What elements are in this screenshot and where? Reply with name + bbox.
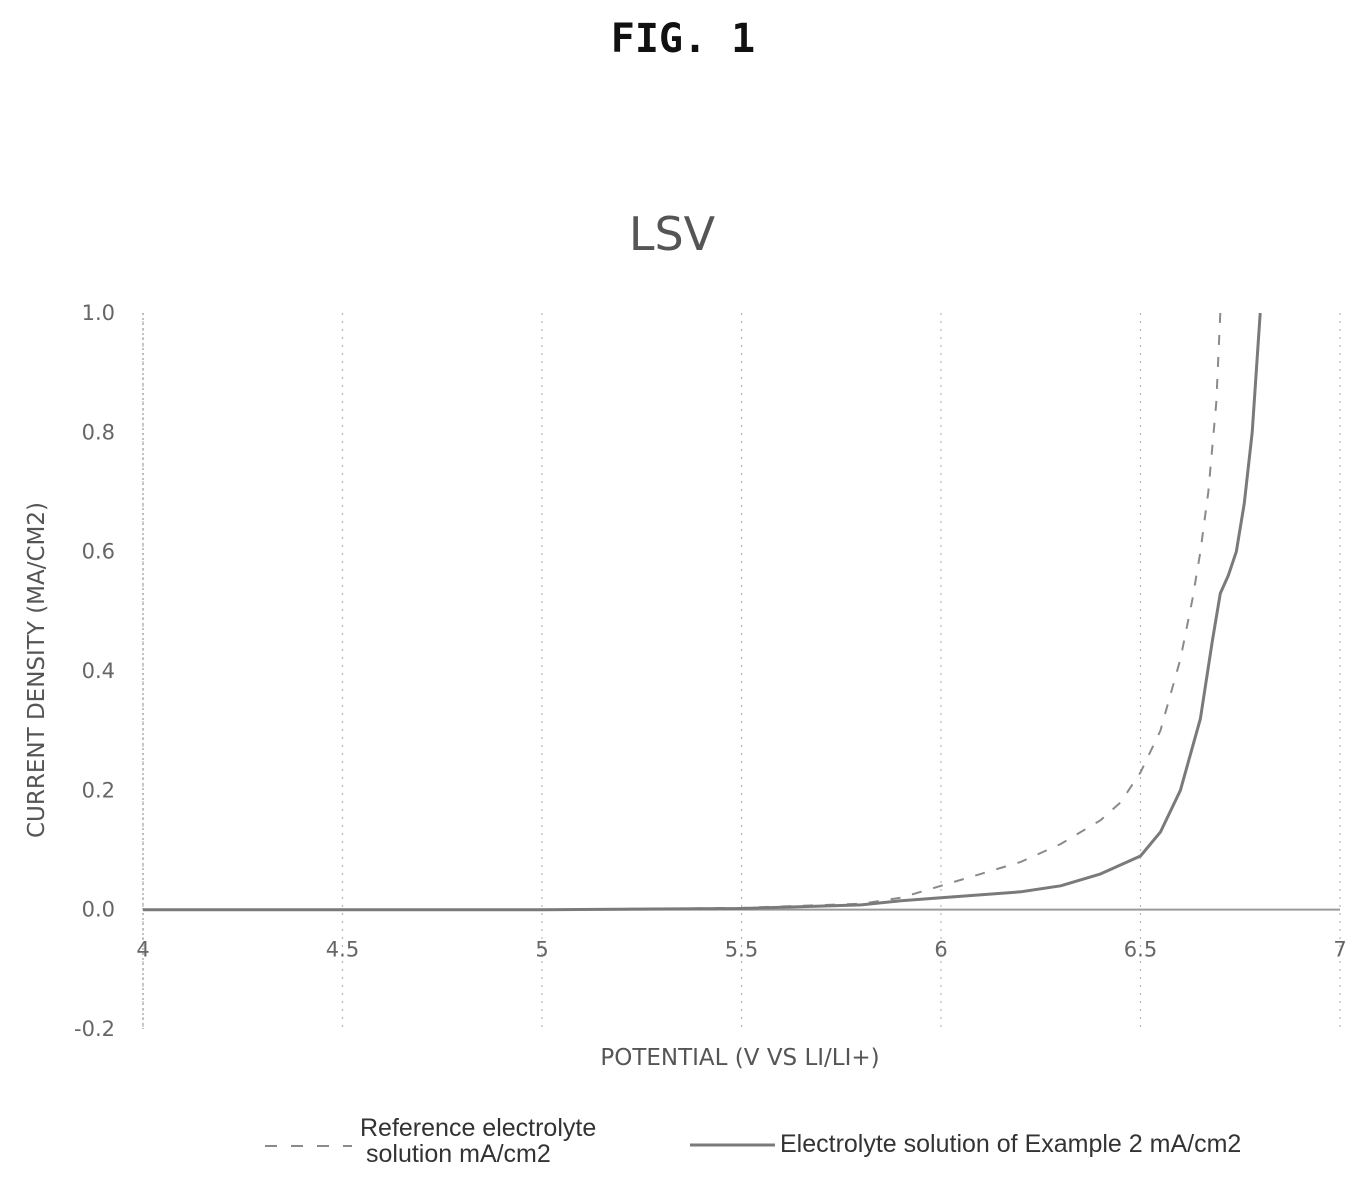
y-tick-label-6: 1.0 [82, 301, 115, 325]
legend: Reference electrolyte solution mA/cm2 El… [265, 1114, 1241, 1168]
legend-label-example2: Electrolyte solution of Example 2 mA/cm2 [780, 1130, 1241, 1158]
chart-title: LSV [629, 207, 716, 261]
x-tick-label-4: 6 [934, 938, 947, 962]
x-tick-label-1: 4.5 [326, 938, 359, 962]
y-tick-labels: -0.2 0.0 0.2 0.4 0.6 0.8 1.0 [74, 301, 115, 1041]
figure-label: FIG. 1 [611, 16, 756, 62]
x-tick-label-2: 5 [535, 938, 548, 962]
x-tick-label-6: 7 [1333, 938, 1346, 962]
data-series [143, 312, 1262, 912]
x-tick-label-3: 5.5 [725, 938, 758, 962]
x-tick-labels: 4 4.5 5 5.5 6 6.5 7 [136, 938, 1346, 962]
series-line-0 [143, 312, 1222, 911]
y-tick-label-3: 0.4 [82, 659, 115, 683]
series-line-1 [143, 312, 1262, 912]
x-tick-label-5: 6.5 [1124, 938, 1157, 962]
y-tick-label-1: 0.0 [82, 898, 115, 922]
legend-label-reference-line2: solution mA/cm2 [366, 1140, 551, 1168]
y-tick-label-2: 0.2 [82, 778, 115, 802]
y-tick-label-5: 0.8 [82, 420, 115, 444]
y-axis-label: CURRENT DENSITY (MA/CM2) [24, 502, 50, 838]
y-tick-label-0: -0.2 [74, 1017, 115, 1041]
x-tick-label-0: 4 [136, 938, 149, 962]
legend-label-reference-line1: Reference electrolyte [360, 1114, 596, 1142]
grid-lines [142, 313, 1341, 1029]
y-tick-label-4: 0.6 [82, 540, 115, 564]
x-axis-label: POTENTIAL (V VS LI/LI+) [600, 1045, 879, 1071]
